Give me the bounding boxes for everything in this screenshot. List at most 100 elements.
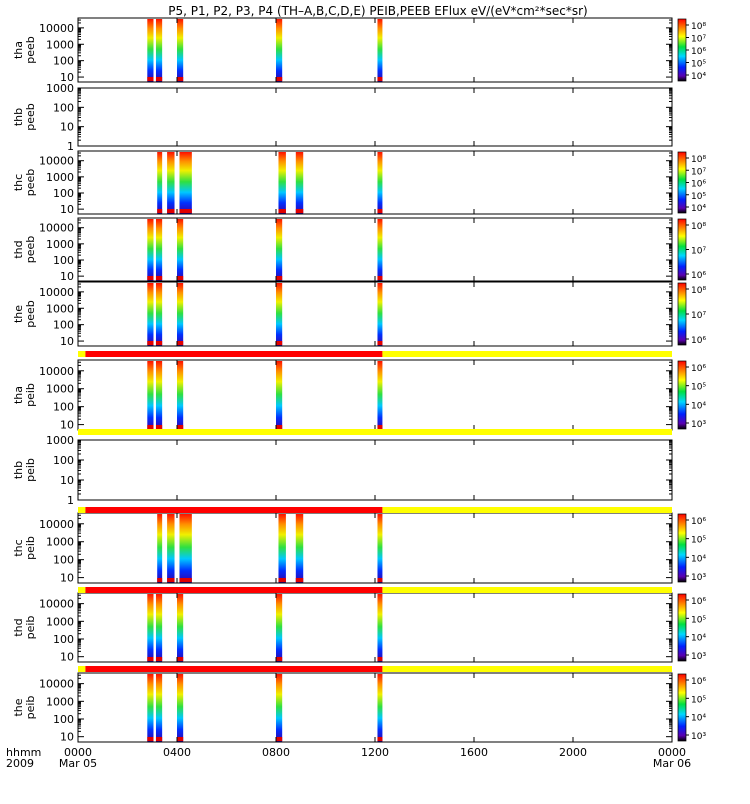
mode-bar-red: [85, 587, 383, 593]
burst-base: [278, 209, 286, 213]
panel-probe-label: thc: [12, 174, 25, 191]
burst-base: [276, 657, 283, 661]
panel-product-label: peib: [24, 458, 37, 482]
panel-probe-label: tha: [12, 386, 25, 404]
burst: [147, 361, 154, 430]
colorbar-label: 10⁷: [691, 247, 706, 257]
mode-bar-red: [85, 666, 383, 672]
mode-bar: [78, 351, 672, 357]
colorbar: [677, 593, 687, 662]
colorbar-label: 10⁷: [691, 167, 706, 177]
y-tick-label: 10000: [39, 286, 74, 299]
y-tick-label: 10: [60, 203, 74, 216]
x-tick-label: 0000: [64, 746, 92, 759]
y-tick-label: 10: [60, 71, 74, 84]
burst: [155, 594, 163, 662]
x-tick-label: 2000: [559, 746, 587, 759]
burst-base: [276, 341, 283, 345]
colorbar-label: 10³: [691, 420, 706, 430]
y-tick-label: 1000: [46, 536, 74, 549]
burst-base: [167, 578, 175, 582]
y-tick-label: 100: [53, 55, 74, 68]
burst-base: [157, 578, 163, 582]
mode-bar-yellow: [78, 666, 86, 672]
x-tick-label: 1600: [460, 746, 488, 759]
colorbar: [677, 151, 687, 214]
mode-bar-yellow: [78, 351, 86, 357]
panel-thd-peeb: 10 100 1000 10000 thd peeb 10⁶ 10⁷ 10⁸: [12, 217, 706, 283]
panel-thc-peib: 10 100 1000 10000 thc peib 10³ 10⁴ 10⁵ 10⁶: [12, 512, 706, 585]
y-tick-label: 1000: [46, 171, 74, 184]
burst-base: [177, 657, 184, 661]
date-label-end: Mar 06: [653, 757, 691, 770]
panel-thb-peeb: 1 10 100 1000 thb peeb: [12, 82, 673, 153]
y-tick-label: 100: [53, 713, 74, 726]
panel-frame: [77, 17, 673, 83]
colorbar: [677, 673, 687, 742]
y-tick-label: 10: [60, 121, 74, 134]
panel-the-peeb: 10 100 1000 10000 the peeb 10⁶ 10⁷ 10⁸: [12, 281, 706, 348]
y-tick-label: 100: [53, 633, 74, 646]
burst: [155, 361, 163, 430]
panel-the-peib: 10 100 1000 10000 the peib 10³ 10⁴ 10⁵ 10⁶: [12, 672, 706, 744]
colorbar: [677, 282, 687, 346]
y-tick-label: 1000: [46, 38, 74, 51]
panel-product-label: peib: [24, 696, 37, 720]
mode-bar-yellow: [382, 507, 672, 513]
burst: [147, 594, 154, 662]
colorbar-label: 10⁴: [691, 554, 706, 564]
burst-base: [377, 737, 383, 741]
y-tick-label: 1: [67, 140, 74, 153]
panel-product-label: peeb: [24, 169, 37, 197]
burst-base: [155, 77, 163, 81]
colorbar-label: 10⁴: [691, 401, 706, 411]
y-tick-label: 1000: [46, 434, 74, 447]
x-tick-label: 1200: [361, 746, 389, 759]
burst: [377, 283, 383, 346]
burst-base: [377, 276, 383, 280]
colorbar-label: 10⁴: [691, 204, 706, 214]
burst: [377, 361, 383, 430]
colorbar-label: 10⁶: [691, 271, 706, 281]
year-label: 2009: [6, 757, 34, 770]
burst: [295, 152, 304, 214]
colorbar-label: 10⁵: [691, 60, 706, 70]
colorbar-label: 10⁶: [691, 517, 706, 527]
y-tick-label: 10: [60, 731, 74, 744]
mode-bar: [78, 587, 672, 593]
burst-base: [179, 209, 192, 213]
colorbar-label: 10⁸: [691, 286, 706, 296]
panel-product-label: peib: [24, 536, 37, 560]
mode-bar-yellow: [382, 666, 672, 672]
time-axis: hhmm 2009 Mar 05 Mar 06 0000 0400 0800 1200…: [6, 746, 691, 770]
burst: [278, 152, 286, 214]
mode-bar: [78, 507, 672, 513]
burst: [276, 674, 283, 742]
panel-probe-label: the: [12, 305, 25, 323]
colorbar-label: 10⁶: [691, 336, 706, 346]
y-tick-label: 10: [60, 651, 74, 664]
mode-bar-yellow: [78, 587, 86, 593]
colorbar-label: 10⁸: [691, 222, 706, 232]
colorbar-label: 10³: [691, 652, 706, 662]
y-tick-label: 1000: [46, 615, 74, 628]
y-tick-label: 10: [60, 335, 74, 348]
y-tick-label: 100: [53, 401, 74, 414]
panel-probe-label: thc: [12, 539, 25, 556]
mode-bar-red: [85, 351, 383, 357]
panel-frame: [77, 87, 673, 147]
burst: [276, 219, 283, 281]
panel-tha-peeb: 10 100 1000 10000 tha peeb 10⁴ 10⁵ 10⁶ 10⁷ 10⁸: [12, 17, 706, 84]
burst-base: [147, 737, 154, 741]
colorbar-label: 10⁴: [691, 714, 706, 724]
y-tick-label: 1000: [46, 302, 74, 315]
burst: [276, 594, 283, 662]
y-tick-label: 1: [67, 494, 74, 507]
panel-probe-label: thb: [12, 108, 25, 126]
burst-base: [177, 737, 184, 741]
burst: [147, 674, 154, 742]
y-tick-label: 10: [60, 474, 74, 487]
panel-frame: [77, 592, 673, 663]
burst-base: [295, 578, 304, 582]
